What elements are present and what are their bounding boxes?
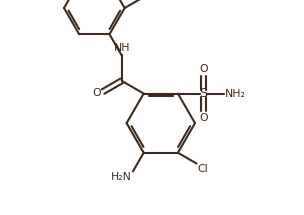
- Text: Cl: Cl: [198, 164, 208, 175]
- Text: S: S: [199, 87, 207, 100]
- Text: O: O: [199, 64, 208, 74]
- Text: H₂N: H₂N: [111, 172, 132, 182]
- Text: NH: NH: [113, 43, 130, 54]
- Text: O: O: [199, 114, 208, 123]
- Text: O: O: [92, 88, 101, 98]
- Text: NH₂: NH₂: [225, 89, 246, 98]
